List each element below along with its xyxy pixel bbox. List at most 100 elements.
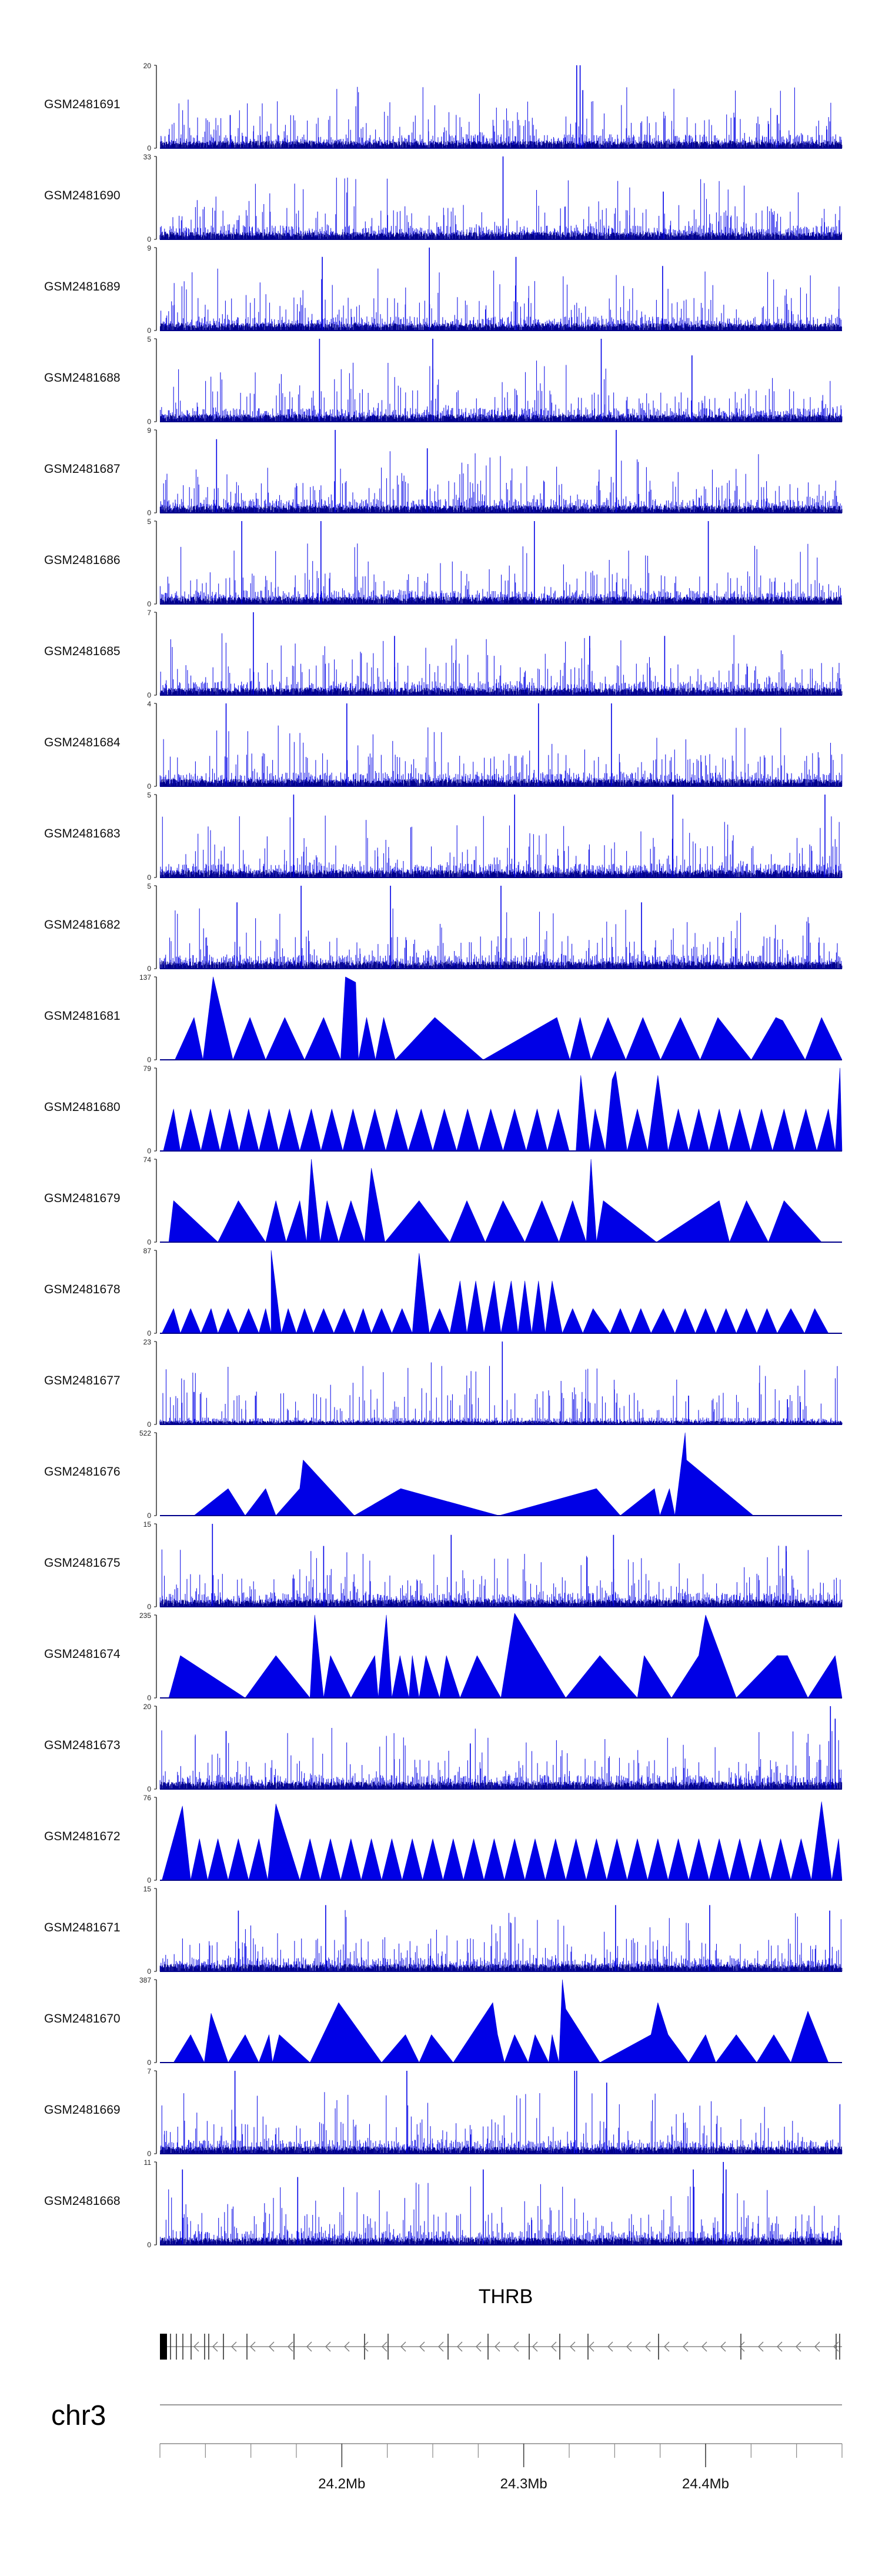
signal-floor [160,2237,842,2245]
track-label: GSM2481689 [44,280,121,293]
signal-bars [160,451,842,513]
track-gsm2481673: GSM2481673 20 0 [44,1703,843,1793]
signal-bars [161,268,841,331]
track-gsm2481683: GSM2481683 5 0 [44,791,843,882]
y-max-label: 9 [147,426,151,435]
signal-peaks [322,248,663,331]
track-label: GSM2481683 [44,827,121,840]
signal-floor [159,688,843,695]
track-gsm2481675: GSM2481675 15 0 [44,1520,843,1611]
signal-tracks: GSM2481691200GSM2481690330GSM248168990GS… [44,62,843,2249]
signal-floor [159,505,843,513]
track-gsm2481688: GSM2481688 5 0 [44,335,843,426]
y-max-label: 87 [143,1247,152,1255]
signal-area [193,1432,754,1516]
signal-peaks [293,795,826,877]
y-max-label: 522 [139,1429,151,1437]
y-max-label: 15 [143,1885,152,1893]
signal-area [168,1159,822,1243]
track-label: GSM2481677 [44,1374,121,1387]
y-max-label: 387 [139,1976,151,1984]
signal-area [175,976,843,1060]
y-max-label: 33 [143,153,152,161]
y-min-label: 0 [147,1329,151,1337]
track-gsm2481676: GSM2481676 522 0 [44,1429,842,1520]
track-label: GSM2481690 [44,189,121,202]
track-label: GSM2481682 [44,918,121,932]
y-max-label: 23 [143,1338,152,1346]
y-min-label: 0 [147,1967,151,1976]
signal-floor [159,1599,843,1607]
signal-floor [160,2146,842,2154]
track-label: GSM2481679 [44,1192,121,1205]
track-gsm2481685: GSM2481685 7 0 [44,609,843,699]
track-gsm2481681: GSM2481681 137 0 [44,973,843,1064]
signal-floor [160,323,842,331]
signal-peaks [216,430,617,513]
y-max-label: 5 [147,518,151,526]
axis-tick-label: 24.4Mb [682,2476,729,2492]
signal-peaks [241,521,709,604]
track-label: GSM2481668 [44,2194,121,2208]
y-min-label: 0 [147,1420,151,1429]
signal-floor [160,1781,843,1789]
track-label: GSM2481670 [44,2012,121,2026]
y-min-label: 0 [147,1603,151,1611]
track-label: GSM2481673 [44,1739,121,1752]
chromosome-name: chr3 [51,2400,106,2431]
signal-bars [159,1728,841,1789]
track-gsm2481672: GSM2481672 76 0 [44,1794,843,1884]
track-gsm2481677: GSM2481677 23 0 [44,1338,843,1429]
track-gsm2481669: GSM2481669 7 0 [44,2067,843,2158]
track-label: GSM2481691 [44,98,121,111]
track-gsm2481680: GSM2481680 79 0 [44,1065,843,1155]
y-max-label: 76 [143,1794,152,1802]
signal-floor [160,596,842,604]
y-max-label: 15 [143,1520,152,1529]
y-min-label: 0 [147,691,151,699]
signal-peaks [225,703,612,786]
y-min-label: 0 [147,418,151,426]
signal-floor [159,1420,843,1424]
genomic-axis: 24.2Mb 24.3Mb 24.4Mb [159,2443,843,2492]
y-min-label: 0 [147,2150,151,2158]
track-label: GSM2481681 [44,1009,121,1023]
signal-peaks [234,2071,607,2154]
y-max-label: 74 [143,1156,152,1164]
axis-tick-label: 24.2Mb [318,2476,365,2492]
signal-floor [160,414,843,422]
y-max-label: 11 [144,2158,152,2167]
y-max-label: 7 [147,2067,151,2076]
y-max-label: 7 [147,609,151,617]
track-gsm2481689: GSM2481689 9 0 [44,244,842,335]
y-min-label: 0 [147,2058,151,2067]
y-min-label: 0 [147,1511,151,1520]
track-gsm2481691: GSM2481691 20 0 [44,62,843,152]
signal-bars [159,1546,843,1607]
signal-area [173,1979,829,2063]
axis-tick-label: 24.3Mb [500,2476,547,2492]
signal-floor [160,141,843,148]
track-label: GSM2481688 [44,371,121,385]
y-max-label: 20 [143,62,152,70]
signal-peaks [238,1905,830,1971]
y-max-label: 4 [147,700,151,708]
y-min-label: 0 [147,235,151,243]
y-min-label: 0 [147,782,151,790]
y-max-label: 235 [139,1611,151,1620]
track-label: GSM2481680 [44,1100,121,1114]
track-gsm2481690: GSM2481690 33 0 [44,153,842,243]
signal-peaks [236,886,642,969]
chromosome-ideogram: chr3 [51,2400,842,2431]
signal-peaks [229,65,778,148]
signal-peaks [193,1342,788,1424]
y-min-label: 0 [147,600,151,608]
track-label: GSM2481685 [44,645,121,658]
gene-track: THRB [160,2285,842,2360]
signal-area [162,1801,843,1881]
signal-floor [159,1964,843,1971]
y-min-label: 0 [147,873,151,882]
signal-floor [159,232,842,239]
signal-bars [160,361,842,422]
